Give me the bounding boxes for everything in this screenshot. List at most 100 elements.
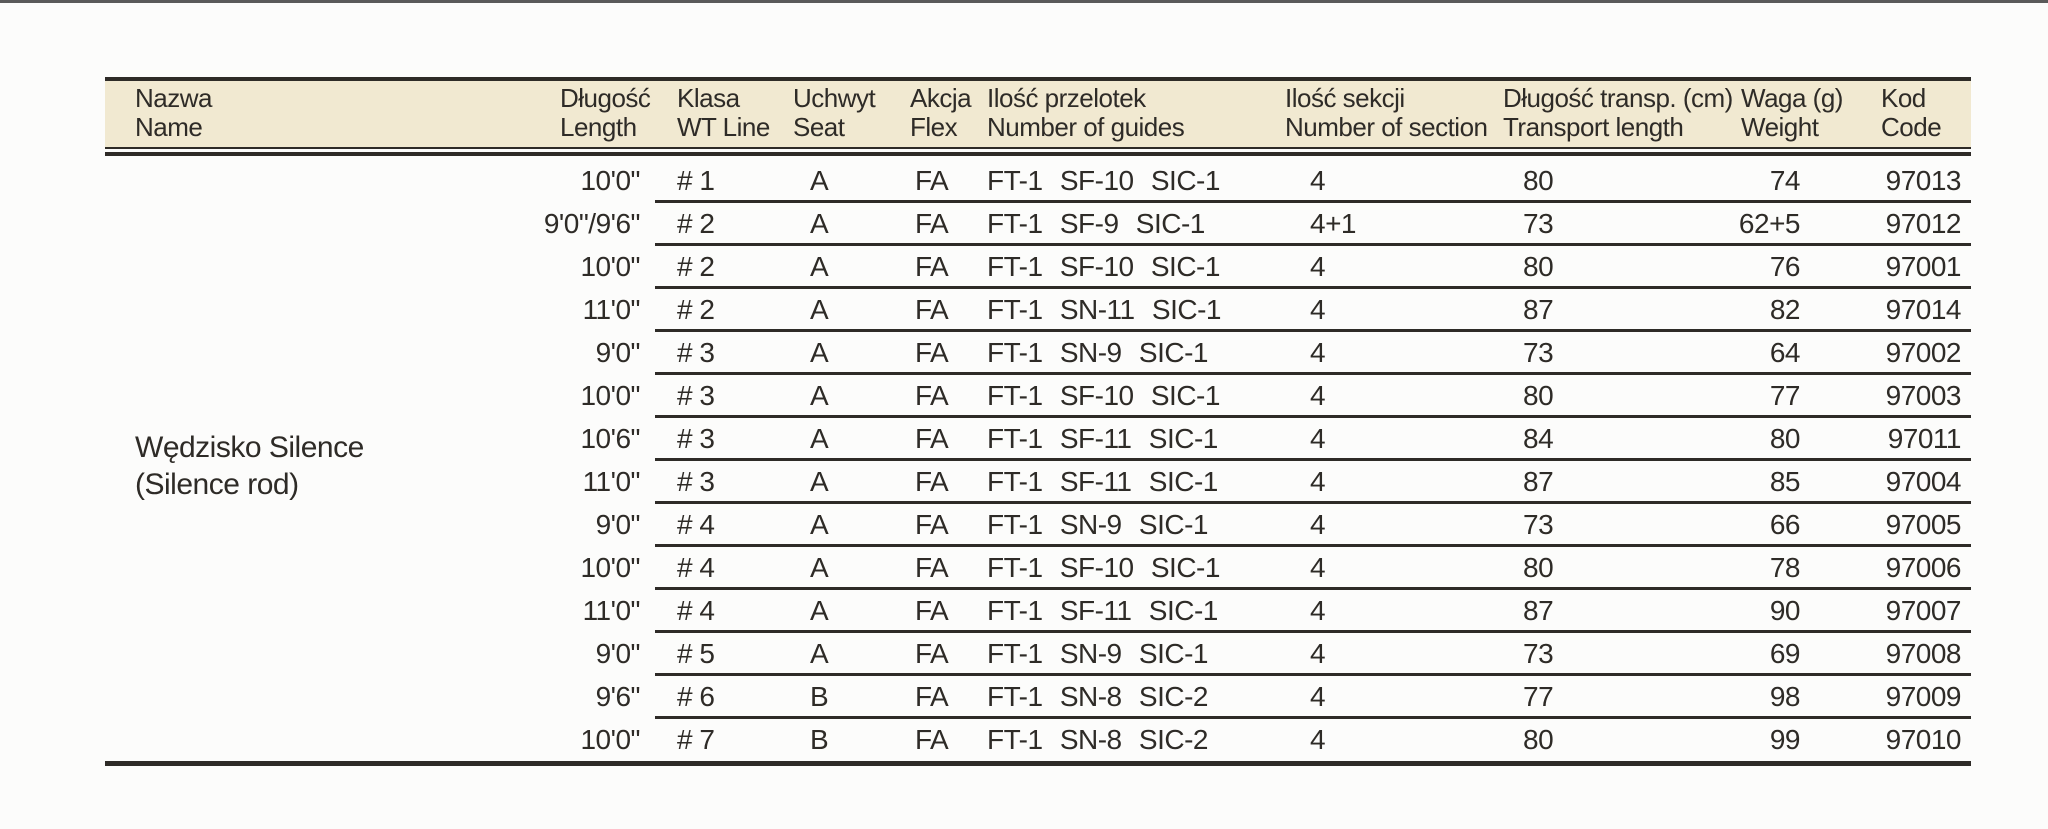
cell-weight: 74 [1769,164,1801,196]
cell-weight: 90 [1769,594,1801,626]
cell-code: 97013 [1885,164,1962,196]
cell-seat: A [810,336,829,368]
cell-guides: FT-1 SN-9 SIC-1 [987,508,1208,540]
cell-guides: FT-1 SF-11 SIC-1 [987,465,1218,497]
table-row: 11'0" # 2 A FA FT-1 SN-11 SIC-1 4 87 82 97014 [105,288,1971,332]
header-cell-waga: Waga (g) Weight [1725,84,1875,142]
cell-guides: FT-1 SN-9 SIC-1 [987,637,1208,669]
header-cell-dlugosc: Długość Length [455,83,651,142]
cell-code: 97002 [1885,336,1962,368]
cell-sections: 4+1 [1310,207,1357,239]
cell-length: 10'0" [580,164,640,196]
cell-sections: 4 [1310,293,1326,325]
cell-flex: FA [915,207,949,239]
cell-guides: FT-1 SF-9 SIC-1 [987,207,1205,239]
table-row: 9'0" # 5 A FA FT-1 SN-9 SIC-1 4 73 69 97008 [105,632,1971,676]
cell-seat: A [810,465,829,497]
cell-wt-line: # 3 [677,336,715,368]
cell-sections: 4 [1310,422,1326,454]
header-label-en: Number of guides [987,112,1185,142]
header-label-pl: Nazwa [135,83,212,113]
cell-code: 97010 [1885,723,1962,755]
cell-flex: FA [915,250,949,282]
cell-transport: 80 [1523,250,1554,282]
header-bottom-rule [105,152,1971,156]
cell-code: 97001 [1885,250,1962,282]
cell-seat: A [810,379,829,411]
cell-transport: 87 [1523,293,1554,325]
cell-sections: 4 [1310,551,1326,583]
header-cell-uchwyt: Uchwyt Seat [775,84,900,142]
cell-transport: 80 [1523,723,1554,755]
cell-sections: 4 [1310,336,1326,368]
header-label-en: Flex [910,112,958,142]
table-row: 9'0" # 4 A FA FT-1 SN-9 SIC-1 4 73 66 97005 [105,503,1971,547]
cell-weight: 64 [1769,336,1801,368]
cell-seat: A [810,293,829,325]
cell-transport: 84 [1523,422,1554,454]
table-row: 10'0" # 4 A FA FT-1 SF-10 SIC-1 4 80 78 97006 [105,546,1971,590]
cell-seat: A [810,250,829,282]
cell-weight: 62+5 [1738,207,1801,239]
cell-seat: A [810,207,829,239]
cell-seat: A [810,594,829,626]
table-row: 10'0" # 7 B FA FT-1 SN-8 SIC-2 4 80 99 97010 [105,718,1971,761]
cell-seat: A [810,551,829,583]
cell-length: 9'0" [595,336,641,368]
cell-seat: B [810,723,829,755]
product-name-en: (Silence rod) [135,468,299,501]
header-cell-nazwa: Nazwa Name [105,84,455,142]
header-label-pl: Długość [560,83,651,113]
cell-code: 97003 [1885,379,1962,411]
product-name: Wędzisko Silence (Silence rod) [135,429,364,503]
cell-code: 97007 [1885,594,1962,626]
cell-code: 97011 [1887,422,1962,454]
cell-sections: 4 [1310,594,1326,626]
cell-wt-line: # 4 [677,594,715,626]
cell-sections: 4 [1310,465,1326,497]
cell-length: 9'6" [595,680,641,712]
cell-wt-line: # 3 [677,422,715,454]
header-cell-przelotki: Ilość przelotek Number of guides [985,84,1285,142]
cell-sections: 4 [1310,637,1326,669]
header-label-en: Name [135,112,203,142]
header-label-pl: Kod [1881,83,1926,113]
header-cell-klasa: Klasa WT Line [640,84,775,142]
cell-length: 11'0" [582,293,641,325]
cell-code: 97004 [1885,465,1962,497]
cell-length: 9'0"/9'6" [543,207,641,239]
header-label-pl: Uchwyt [793,83,876,113]
header-label-en: Length [560,112,637,142]
cell-guides: FT-1 SF-10 SIC-1 [987,551,1220,583]
cell-transport: 80 [1523,164,1554,196]
cell-weight: 76 [1769,250,1801,282]
cell-flex: FA [915,680,949,712]
cell-guides: FT-1 SN-11 SIC-1 [987,293,1221,325]
cell-wt-line: # 2 [677,250,715,282]
cell-flex: FA [915,465,949,497]
cell-flex: FA [915,422,949,454]
cell-transport: 87 [1523,594,1554,626]
cell-transport: 73 [1523,508,1554,540]
cell-flex: FA [915,336,949,368]
table-row: 9'0" # 3 A FA FT-1 SN-9 SIC-1 4 73 64 97002 [105,331,1971,375]
cell-guides: FT-1 SF-11 SIC-1 [987,594,1218,626]
cell-flex: FA [915,551,949,583]
table-row: 10'0" # 2 A FA FT-1 SF-10 SIC-1 4 80 76 97001 [105,245,1971,289]
header-label-en: Weight [1741,112,1819,142]
cell-transport: 80 [1523,379,1554,411]
cell-weight: 66 [1769,508,1801,540]
cell-length: 11'0" [582,465,641,497]
cell-length: 9'0" [595,508,641,540]
table-row: 11'0" # 4 A FA FT-1 SF-11 SIC-1 4 87 90 97007 [105,589,1971,633]
cell-flex: FA [915,594,949,626]
cell-sections: 4 [1310,723,1326,755]
cell-sections: 4 [1310,680,1326,712]
cell-sections: 4 [1310,250,1326,282]
cell-weight: 69 [1769,637,1801,669]
table-row: 11'0" # 3 A FA FT-1 SF-11 SIC-1 4 87 85 97004 [105,460,1971,504]
cell-flex: FA [915,293,949,325]
header-label-en: Transport length [1503,112,1684,142]
header-label-pl: Ilość sekcji [1285,83,1405,113]
